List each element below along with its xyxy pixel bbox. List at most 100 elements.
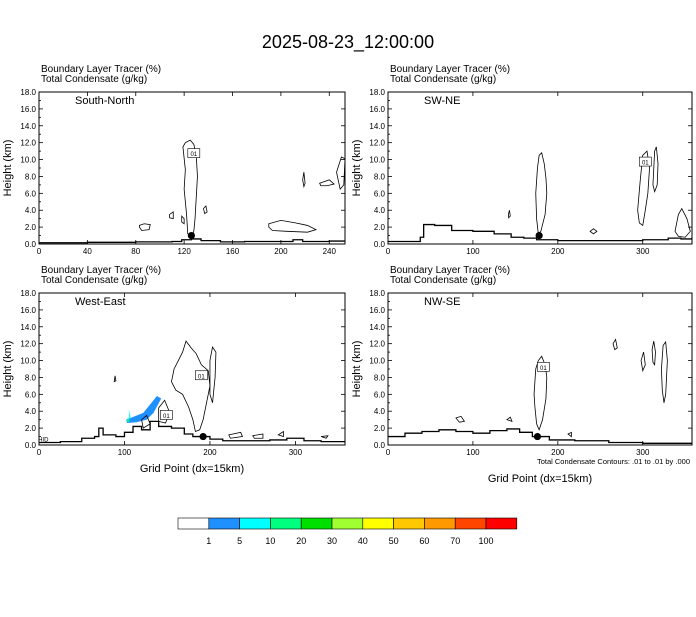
- contour-label-box-0: [195, 370, 208, 381]
- contour-label-0: 01: [190, 152, 197, 158]
- y-tick-label: 10.0: [20, 357, 36, 366]
- y-tick-label: 10.0: [369, 357, 385, 366]
- panel-header-condensate: Total Condensate (g/kg): [390, 275, 496, 286]
- condensate-contour-1: [209, 346, 217, 403]
- condensate-contour-6: [320, 435, 329, 439]
- site-marker: [199, 432, 207, 441]
- terrain-line: [388, 428, 692, 444]
- colorbar-swatch-8: [424, 517, 456, 530]
- condensate-contour-8: [336, 156, 345, 190]
- colorbar-swatch-5: [331, 517, 364, 530]
- tracer-fill-0: [126, 396, 162, 424]
- y-tick-label: 2.0: [374, 424, 386, 433]
- x-tick-label: 300: [636, 448, 650, 457]
- contour-footnote: Total Condensate Contours: .01 to .01 by…: [537, 457, 690, 466]
- condensate-contour-3: [652, 146, 659, 193]
- contour-label-0: 01: [642, 161, 649, 167]
- condensate-contour-8: [113, 375, 117, 383]
- y-tick-label: 18.0: [369, 88, 385, 97]
- contour-label-2: HID: [38, 438, 49, 444]
- condensate-contour-5: [589, 228, 598, 235]
- y-tick-label: 12.0: [369, 340, 385, 349]
- panel-header-tracer: Boundary Layer Tracer (%): [390, 64, 510, 75]
- colorbar-swatch-7: [393, 517, 425, 530]
- y-axis-title: Height (km): [2, 140, 14, 197]
- condensate-contour-7: [567, 431, 572, 438]
- condensate-contour-0: [171, 340, 211, 433]
- y-tick-label: 12.0: [369, 139, 385, 148]
- y-tick-label: 16.0: [369, 105, 385, 114]
- condensate-contour-0: [533, 355, 548, 431]
- y-tick-label: 4.0: [25, 407, 37, 416]
- plot-area: 01: [39, 139, 345, 244]
- condensate-contour-5: [268, 219, 318, 233]
- y-tick-label: 0.0: [374, 240, 386, 249]
- y-tick-label: 12.0: [20, 139, 36, 148]
- y-tick-label: 16.0: [369, 306, 385, 315]
- y-tick-label: 8.0: [25, 172, 37, 181]
- contour-label-0: 01: [540, 366, 547, 372]
- tracer-fill-2: [127, 417, 130, 423]
- region-label: West-East: [75, 296, 126, 308]
- condensate-contour-5: [252, 433, 264, 439]
- colorbar-swatch-4: [300, 517, 333, 530]
- y-tick-label: 4.0: [25, 206, 37, 215]
- y-tick-label: 4.0: [374, 206, 386, 215]
- x-tick-label: 240: [323, 247, 337, 256]
- x-tick-label: 100: [466, 247, 480, 256]
- region-label: SW-NE: [424, 95, 460, 107]
- condensate-contour-4: [228, 431, 243, 439]
- y-tick-label: 12.0: [20, 340, 36, 349]
- y-tick-label: 10.0: [369, 156, 385, 165]
- y-tick-label: 8.0: [25, 373, 37, 382]
- y-tick-label: 14.0: [369, 122, 385, 131]
- y-axis-title: Height (km): [351, 140, 363, 197]
- condensate-contour-3: [181, 215, 185, 225]
- contour-label-box-1: [160, 410, 173, 420]
- panel-nw-se: Boundary Layer Tracer (%)Total Condensat…: [351, 265, 693, 485]
- y-tick-label: 0.0: [374, 441, 386, 450]
- condensate-contour-6: [506, 416, 513, 423]
- contour-label-box-0: [537, 362, 550, 372]
- x-tick-label: 100: [466, 448, 480, 457]
- x-tick-label: 200: [551, 247, 565, 256]
- condensate-contour-1: [651, 341, 656, 366]
- site-marker: [187, 231, 195, 240]
- colorbar-label-0: 1: [206, 536, 211, 546]
- plot-area: 01 01 HID: [38, 340, 345, 444]
- colorbar-swatch-9: [454, 517, 487, 530]
- y-tick-label: 0.0: [25, 441, 37, 450]
- contour-label-box-0: [638, 156, 652, 167]
- condensate-contour-2: [661, 340, 668, 403]
- condensate-contour-2: [169, 211, 174, 220]
- contour-label-0: 01: [198, 374, 205, 380]
- figure-title: 2025-08-23_12:00:00: [262, 32, 434, 53]
- site-marker: [535, 231, 543, 240]
- x-tick-label: 80: [131, 247, 140, 256]
- x-tick-label: 200: [203, 448, 217, 457]
- x-tick-label: 0: [386, 448, 391, 457]
- condensate-contour-7: [319, 179, 335, 187]
- y-tick-label: 18.0: [20, 88, 36, 97]
- colorbar: 1 5 10 20 30 40 50 60 70 100: [177, 517, 518, 546]
- contour-label-box-0: [187, 148, 201, 158]
- x-tick-label: 0: [37, 448, 42, 457]
- colorbar-label-3: 20: [296, 536, 306, 546]
- condensate-contour-2: [637, 150, 650, 227]
- x-tick-label: 0: [386, 247, 391, 256]
- colorbar-label-7: 60: [419, 536, 429, 546]
- terrain-line: [388, 223, 692, 243]
- y-tick-label: 8.0: [374, 172, 386, 181]
- y-tick-label: 2.0: [25, 424, 37, 433]
- panel-frame: [38, 91, 346, 245]
- panel-header-tracer: Boundary Layer Tracer (%): [41, 64, 161, 75]
- y-tick-label: 6.0: [25, 390, 37, 399]
- x-tick-label: 120: [177, 247, 191, 256]
- condensate-contour-0: [182, 139, 198, 238]
- colorbar-swatch-2: [239, 517, 271, 530]
- x-tick-label: 100: [118, 448, 132, 457]
- plot-area: 01: [388, 146, 692, 243]
- panel-header-condensate: Total Condensate (g/kg): [390, 74, 496, 85]
- y-axis-title: Height (km): [351, 341, 363, 398]
